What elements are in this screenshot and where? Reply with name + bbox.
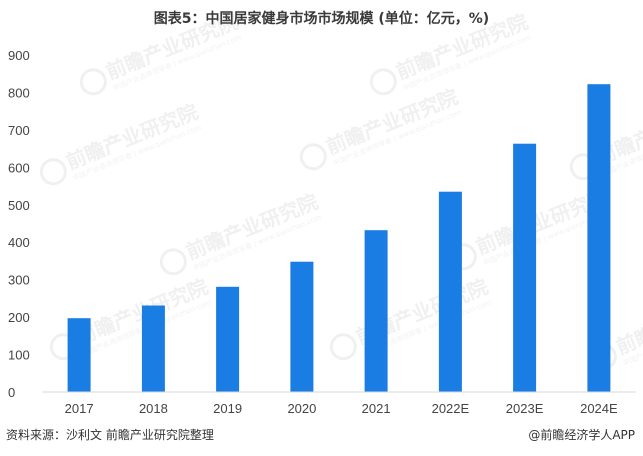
x-tick-label: 2017 (65, 401, 94, 416)
y-tick-label: 400 (8, 235, 30, 250)
bar-2023E (513, 143, 537, 392)
x-tick-label: 2023E (506, 401, 544, 416)
x-axis: 2017 2018 2019 2020 2021 2022E 2023E 2024E (65, 401, 618, 416)
watermark-logo-icon (299, 143, 327, 171)
y-axis: 0 100 200 300 400 500 600 700 800 900 (8, 48, 30, 400)
footer: 资料来源：沙利文 前瞻产业研究院整理 @前瞻经济学人APP (6, 424, 635, 444)
watermark-logo-icon (329, 333, 357, 361)
brand-label: @前瞻经济学人APP (528, 427, 635, 442)
watermark-logo-icon (79, 68, 107, 96)
y-tick-label: 500 (8, 198, 30, 213)
y-tick-label: 0 (8, 385, 15, 400)
chart-title: 图表5：中国居家健身市场市场规模 (单位：亿元，%) (153, 11, 490, 27)
bar-2022E (438, 191, 462, 392)
source-note: 资料来源：沙利文 前瞻产业研究院整理 (6, 427, 214, 442)
y-tick-label: 600 (8, 160, 30, 175)
y-tick-label: 200 (8, 310, 30, 325)
x-tick-label: 2019 (213, 401, 242, 416)
x-tick-label: 2024E (580, 401, 618, 416)
bar-2020 (290, 261, 314, 392)
watermark-logo-icon (159, 248, 187, 276)
bar-2024E (587, 84, 611, 392)
watermark-logo-icon (369, 68, 397, 96)
y-tick-label: 300 (8, 273, 30, 288)
watermark-logo-icon (39, 158, 67, 186)
x-tick-label: 2018 (139, 401, 168, 416)
bar-2017 (67, 318, 91, 392)
x-tick-label: 2021 (362, 401, 391, 416)
y-tick-label: 800 (8, 85, 30, 100)
bar-2018 (141, 305, 165, 392)
watermark-text: 前瞻产业研究院 (613, 284, 643, 359)
bar-2019 (216, 286, 240, 392)
y-tick-label: 700 (8, 123, 30, 138)
x-tick-label: 2020 (287, 401, 316, 416)
bar-series (67, 84, 611, 392)
x-tick-label: 2022E (432, 401, 470, 416)
bar-2021 (364, 230, 388, 392)
y-tick-label: 100 (8, 348, 30, 363)
y-tick-label: 900 (8, 48, 30, 63)
